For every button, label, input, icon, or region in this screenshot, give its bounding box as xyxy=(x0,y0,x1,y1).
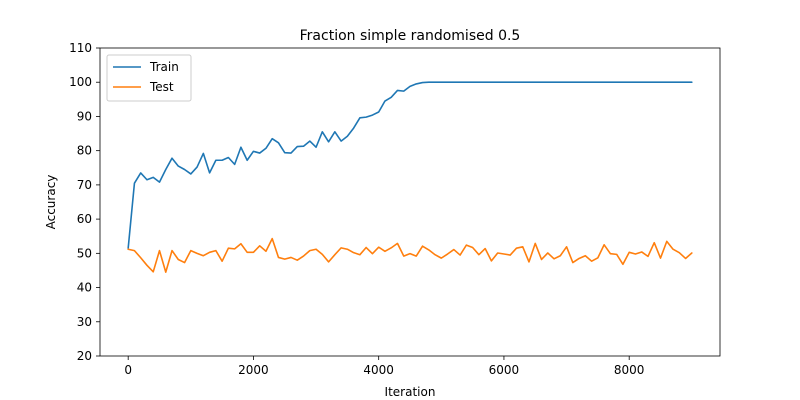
y-tick-label: 50 xyxy=(77,246,92,260)
plot-frame xyxy=(99,47,721,357)
y-tick-label: 80 xyxy=(77,144,92,158)
x-tick-label: 2000 xyxy=(238,363,269,377)
legend: Train Test xyxy=(106,54,192,102)
y-tick-label: 110 xyxy=(69,41,92,55)
y-tick-label: 90 xyxy=(77,109,92,123)
x-tick-label: 6000 xyxy=(489,363,520,377)
y-tick-label: 30 xyxy=(77,315,92,329)
series-layer xyxy=(127,81,693,273)
y-axis-label: Accuracy xyxy=(44,175,58,230)
plot-area xyxy=(100,48,720,356)
x-axis: 0 2000 4000 6000 8000 xyxy=(124,356,644,377)
y-tick-label: 70 xyxy=(77,178,92,192)
y-tick-label: 20 xyxy=(77,349,92,363)
series-line-train xyxy=(127,81,693,249)
x-tick-label: 4000 xyxy=(363,363,394,377)
y-tick-label: 100 xyxy=(69,75,92,89)
series-line-test xyxy=(127,237,693,273)
legend-label-test: Test xyxy=(149,80,174,94)
x-tick-label: 8000 xyxy=(614,363,645,377)
y-tick-label: 40 xyxy=(77,281,92,295)
x-axis-label: Iteration xyxy=(385,385,436,399)
chart-title: Fraction simple randomised 0.5 xyxy=(300,28,521,44)
x-tick-label: 0 xyxy=(124,363,132,377)
y-tick-label: 60 xyxy=(77,212,92,226)
y-axis: 20 30 40 50 60 70 80 90 100 110 xyxy=(69,41,100,363)
legend-label-train: Train xyxy=(149,60,179,74)
